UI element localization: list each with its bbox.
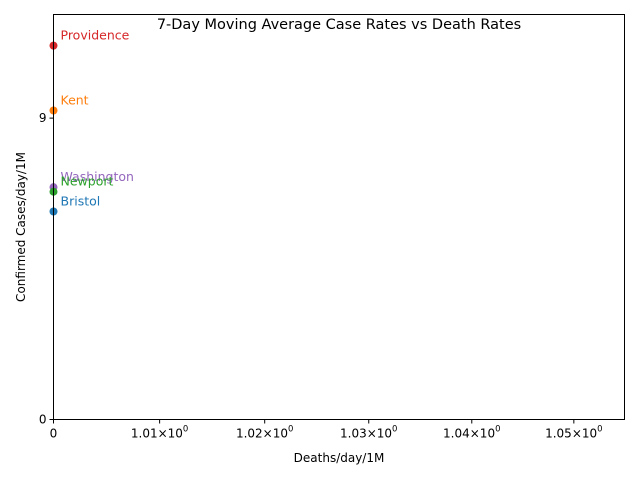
x-tick-label: 1.04×100 <box>443 425 500 441</box>
y-axis-ticks: 09 <box>39 111 54 427</box>
x-tick-label: 0 <box>50 427 58 441</box>
point-label-bristol: Bristol <box>61 193 101 208</box>
y-tick-label: 9 <box>39 111 47 125</box>
x-tick-label: 1.03×100 <box>340 425 397 441</box>
x-axis-label: Deaths/day/1M <box>294 451 385 465</box>
x-tick-label: 1.01×100 <box>131 425 188 441</box>
y-axis-label: Confirmed Cases/day/1M <box>14 152 28 302</box>
point-label-providence: Providence <box>61 28 130 43</box>
x-axis-ticks: 0 1.01×100 1.02×100 1.03×100 1.04×100 1.05×10… <box>50 419 603 441</box>
plot-frame <box>53 14 625 420</box>
y-tick-label: 0 <box>39 413 47 427</box>
point-label-washington: Washington <box>61 169 134 184</box>
x-tick-label: 1.02×100 <box>236 425 293 441</box>
point-label-newport: Newport <box>61 174 114 189</box>
chart-title: 7-Day Moving Average Case Rates vs Death… <box>157 17 521 33</box>
point-label-kent: Kent <box>61 92 89 107</box>
x-tick-label: 1.05×100 <box>545 425 602 441</box>
